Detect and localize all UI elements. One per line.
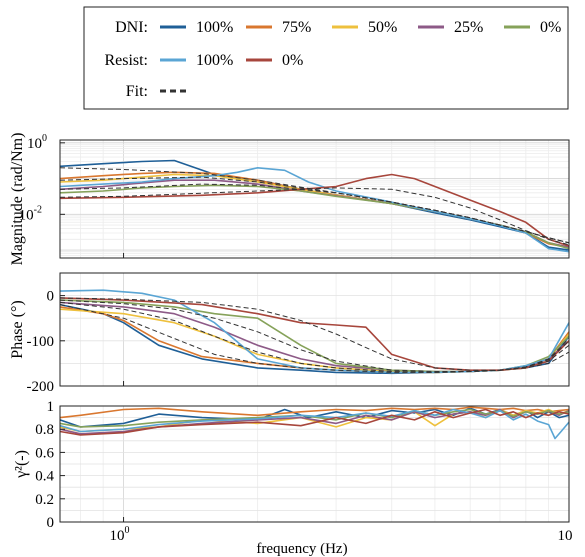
plot-area-phase: [60, 273, 569, 386]
y-tick-label: 0: [47, 515, 55, 531]
legend-row-label: DNI:: [115, 19, 148, 36]
series-line-fit-2: [60, 301, 569, 373]
series-line-dni-0: [60, 184, 569, 250]
y-tick-label: 0: [47, 289, 55, 305]
y-tick-label: 1: [47, 399, 55, 415]
legend: DNI: 100% 75% 50% 25% 0% Resist: 100% 0% Fit:: [83, 6, 569, 110]
y-tick-label: -100: [27, 334, 55, 350]
series-group-phase: [60, 289, 569, 375]
series-line-fit-4: [60, 187, 569, 246]
axes-frame-coherence: [59, 405, 570, 523]
y-tick-label: -200: [27, 379, 55, 395]
y-axis-label-phase: Phase (°): [9, 300, 26, 358]
series-line-resist-100: [60, 408, 569, 440]
panel-phase: 0 -100 -200 Phase (°): [9, 272, 570, 395]
x-axis-label: frequency (Hz): [256, 541, 347, 557]
y-axis-label-magnitude: Magnitude (rad/Nm): [9, 133, 26, 266]
series-line-resist-100: [60, 289, 569, 374]
legend-entry-label: 75%: [282, 19, 311, 36]
series-line-dni-75: [60, 406, 569, 419]
legend-row-label: Resist:: [104, 52, 148, 69]
series-group-magnitude: [60, 159, 569, 253]
y-tick-label: 0.2: [35, 492, 54, 508]
legend-entry-label: 100%: [196, 19, 233, 36]
y-tick-label: 0.6: [35, 445, 54, 461]
y-tick-label: 0.4: [35, 469, 54, 485]
series-line-resist-100: [60, 167, 569, 253]
series-group-coherence: [60, 406, 569, 440]
legend-entry-label: 0%: [540, 19, 561, 36]
x-tick-label: 100: [110, 525, 130, 544]
series-line-resist-0: [60, 173, 569, 247]
legend-entry-label: 0%: [282, 52, 303, 69]
series-line-resist-0: [60, 408, 569, 436]
series-line-fit-3: [60, 299, 569, 372]
y-tick-label: 0.8: [35, 422, 54, 438]
panel-coherence: 1 0.8 0.6 0.4 0.2 0 γ²(-): [13, 399, 570, 531]
legend-box: [83, 6, 569, 110]
y-tick-label: 100: [27, 133, 47, 152]
axes-frame-phase: [59, 272, 570, 387]
legend-row-label: Fit:: [126, 83, 148, 100]
axes-frame-magnitude: [59, 139, 570, 259]
legend-entry-label: 100%: [196, 52, 233, 69]
series-line-fit-4: [60, 297, 569, 371]
y-axis-label-coherence: γ²(-): [13, 450, 30, 479]
y-tick-label: 10-2: [19, 204, 42, 223]
series-line-fit-1: [60, 304, 569, 373]
x-tick-label: 10: [558, 528, 573, 544]
legend-entry-label: 25%: [454, 19, 483, 36]
plot-area-magnitude: [60, 140, 569, 258]
legend-entry-label: 50%: [368, 19, 397, 36]
grid-magnitude: [60, 140, 569, 258]
